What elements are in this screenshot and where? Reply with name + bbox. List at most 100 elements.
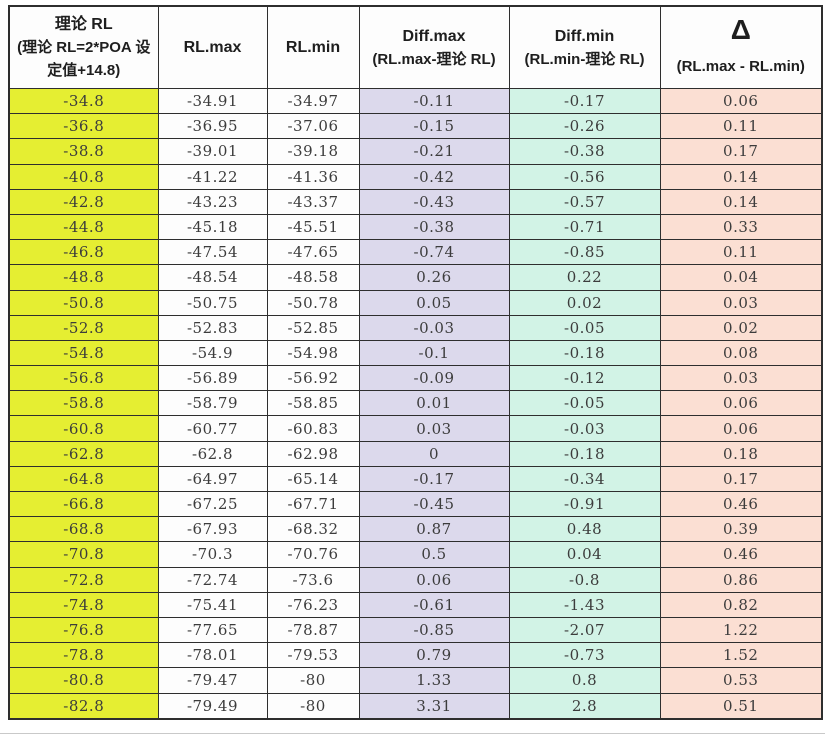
cell-theory_rl: -60.8: [8, 415, 159, 442]
cell-rl_min: -47.65: [266, 239, 360, 266]
table-row: -46.8 -47.54 -47.65 -0.74 -0.85 0.11: [8, 239, 823, 266]
cell-rl_max: -36.95: [157, 113, 268, 140]
cell-delta: 0.06: [659, 87, 823, 115]
cell-diff_min: -0.18: [508, 440, 661, 467]
cell-diff_min: 0.04: [508, 541, 661, 568]
cell-rl_min: -48.58: [266, 264, 360, 291]
cell-rl_min: -67.71: [266, 490, 360, 518]
cell-diff_min: -0.17: [508, 87, 661, 115]
header-diff-max: Diff.max (RL.max-理论 RL): [358, 5, 510, 89]
cell-diff_max: -0.85: [358, 616, 510, 644]
header-delta: Δ (RL.max - RL.min): [659, 5, 823, 89]
cell-diff_max: -0.43: [358, 188, 510, 215]
cell-rl_max: -79.47: [157, 667, 268, 694]
cell-theory_rl: -50.8: [8, 289, 159, 316]
cell-rl_max: -67.93: [157, 516, 268, 543]
cell-delta: 1.52: [659, 642, 823, 669]
table-row: -70.8 -70.3 -70.76 0.5 0.04 0.46: [8, 541, 823, 568]
cell-rl_min: -58.85: [266, 390, 360, 417]
cell-rl_max: -34.91: [157, 87, 268, 115]
cell-diff_min: -0.57: [508, 188, 661, 215]
header-rl-min-label: RL.min: [285, 39, 341, 56]
table-row: -66.8 -67.25 -67.71 -0.45 -0.91 0.46: [8, 490, 823, 518]
cell-rl_min: -50.78: [266, 289, 360, 316]
cell-theory_rl: -48.8: [8, 264, 159, 291]
header-rl-min: RL.min: [266, 5, 360, 89]
table-row: -38.8 -39.01 -39.18 -0.21 -0.38 0.17: [8, 138, 823, 165]
cell-rl_min: -60.83: [266, 415, 360, 442]
cell-diff_min: -0.03: [508, 415, 661, 442]
table-row: -68.8 -67.93 -68.32 0.87 0.48 0.39: [8, 516, 823, 543]
header-diff-min-label: Diff.min: [554, 27, 615, 45]
cell-rl_max: -79.49: [157, 692, 268, 720]
cell-diff_max: -0.74: [358, 239, 510, 266]
cell-delta: 0.08: [659, 339, 823, 367]
cell-diff_max: -0.11: [358, 87, 510, 115]
cell-delta: 0.53: [659, 667, 823, 694]
table-row: -64.8 -64.97 -65.14 -0.17 -0.34 0.17: [8, 465, 823, 493]
table-row: -50.8 -50.75 -50.78 0.05 0.02 0.03: [8, 289, 823, 316]
table-header: 理论 RL (理论 RL=2*POA 设定值+14.8) RL.max RL.m…: [8, 5, 823, 89]
cell-delta: 0.11: [659, 113, 823, 140]
cell-diff_max: 0.79: [358, 642, 510, 669]
cell-delta: 0.33: [659, 213, 823, 241]
table-row: -48.8 -48.54 -48.58 0.26 0.22 0.04: [8, 264, 823, 291]
cell-rl_min: -62.98: [266, 440, 360, 467]
cell-diff_min: 0.48: [508, 516, 661, 543]
cell-delta: 0.03: [659, 289, 823, 316]
cell-diff_min: -0.56: [508, 163, 661, 190]
cell-theory_rl: -34.8: [8, 87, 159, 115]
cell-theory_rl: -46.8: [8, 239, 159, 266]
table-row: -82.8 -79.49 -80 3.31 2.8 0.51: [8, 692, 823, 720]
table-row: -42.8 -43.23 -43.37 -0.43 -0.57 0.14: [8, 188, 823, 215]
cell-delta: 1.22: [659, 616, 823, 644]
cell-diff_min: 2.8: [508, 692, 661, 720]
cell-rl_max: -70.3: [157, 541, 268, 568]
cell-diff_min: -1.43: [508, 591, 661, 618]
cell-theory_rl: -78.8: [8, 642, 159, 669]
table-body: -34.8 -34.91 -34.97 -0.11 -0.17 0.06 -36.8 -36.…: [8, 87, 823, 720]
cell-diff_min: -0.73: [508, 642, 661, 669]
cell-theory_rl: -52.8: [8, 314, 159, 341]
cell-rl_max: -41.22: [157, 163, 268, 190]
cell-diff_min: -2.07: [508, 616, 661, 644]
table-row: -60.8 -60.77 -60.83 0.03 -0.03 0.06: [8, 415, 823, 442]
cell-rl_min: -76.23: [266, 591, 360, 618]
cell-rl_max: -64.97: [157, 465, 268, 493]
cell-theory_rl: -42.8: [8, 188, 159, 215]
cell-rl_min: -73.6: [266, 566, 360, 593]
cell-rl_max: -56.89: [157, 365, 268, 392]
table-row: -52.8 -52.83 -52.85 -0.03 -0.05 0.02: [8, 314, 823, 341]
cell-diff_min: 0.22: [508, 264, 661, 291]
cell-delta: 0.02: [659, 314, 823, 341]
cell-rl_min: -39.18: [266, 138, 360, 165]
cell-diff_min: -0.91: [508, 490, 661, 518]
cell-rl_min: -80: [266, 667, 360, 694]
cell-diff_max: -0.03: [358, 314, 510, 341]
cell-theory_rl: -72.8: [8, 566, 159, 593]
table-row: -36.8 -36.95 -37.06 -0.15 -0.26 0.11: [8, 113, 823, 140]
cell-rl_max: -67.25: [157, 490, 268, 518]
cell-theory_rl: -66.8: [8, 490, 159, 518]
cell-rl_min: -78.87: [266, 616, 360, 644]
cell-diff_max: 0: [358, 440, 510, 467]
header-delta-label: Δ: [730, 14, 751, 45]
cell-diff_max: -0.1: [358, 339, 510, 367]
cell-theory_rl: -80.8: [8, 667, 159, 694]
cell-delta: 0.06: [659, 390, 823, 417]
header-diff-max-sublabel: (RL.max-理论 RL): [372, 50, 496, 68]
cell-theory_rl: -76.8: [8, 616, 159, 644]
cell-diff_min: -0.05: [508, 390, 661, 417]
cell-rl_min: -79.53: [266, 642, 360, 669]
cell-diff_max: -0.17: [358, 465, 510, 493]
cell-diff_min: 0.02: [508, 289, 661, 316]
cell-rl_min: -41.36: [266, 163, 360, 190]
table-row: -62.8 -62.8 -62.98 0 -0.18 0.18: [8, 440, 823, 467]
cell-rl_max: -47.54: [157, 239, 268, 266]
cell-delta: 0.86: [659, 566, 823, 593]
cell-delta: 0.14: [659, 188, 823, 215]
table-row: -58.8 -58.79 -58.85 0.01 -0.05 0.06: [8, 390, 823, 417]
cell-delta: 0.18: [659, 440, 823, 467]
cell-theory_rl: -58.8: [8, 390, 159, 417]
